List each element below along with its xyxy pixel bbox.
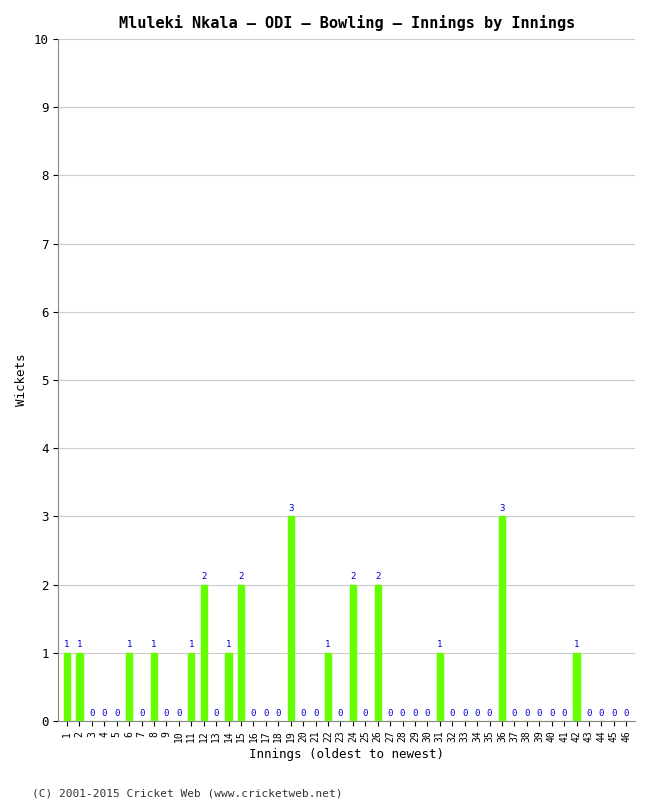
Text: 0: 0 bbox=[536, 710, 542, 718]
Text: 3: 3 bbox=[499, 504, 504, 513]
Text: 0: 0 bbox=[400, 710, 405, 718]
Title: Mluleki Nkala – ODI – Bowling – Innings by Innings: Mluleki Nkala – ODI – Bowling – Innings … bbox=[118, 15, 575, 31]
Text: 1: 1 bbox=[188, 640, 194, 650]
Text: (C) 2001-2015 Cricket Web (www.cricketweb.net): (C) 2001-2015 Cricket Web (www.cricketwe… bbox=[32, 788, 343, 798]
Bar bbox=[201, 585, 207, 721]
Text: 2: 2 bbox=[350, 572, 356, 581]
Text: 0: 0 bbox=[474, 710, 480, 718]
Text: 0: 0 bbox=[338, 710, 343, 718]
Text: 1: 1 bbox=[325, 640, 331, 650]
Text: 0: 0 bbox=[114, 710, 120, 718]
Bar bbox=[573, 653, 580, 721]
Text: 0: 0 bbox=[450, 710, 455, 718]
Text: 0: 0 bbox=[300, 710, 306, 718]
Bar bbox=[238, 585, 244, 721]
Text: 0: 0 bbox=[89, 710, 95, 718]
Text: 0: 0 bbox=[101, 710, 107, 718]
Text: 2: 2 bbox=[201, 572, 207, 581]
Text: 0: 0 bbox=[313, 710, 318, 718]
Text: 0: 0 bbox=[623, 710, 629, 718]
Text: 0: 0 bbox=[462, 710, 467, 718]
Text: 0: 0 bbox=[586, 710, 592, 718]
Text: 0: 0 bbox=[387, 710, 393, 718]
Text: 0: 0 bbox=[276, 710, 281, 718]
Text: 3: 3 bbox=[288, 504, 293, 513]
Text: 0: 0 bbox=[549, 710, 554, 718]
Bar bbox=[151, 653, 157, 721]
Text: 1: 1 bbox=[64, 640, 70, 650]
Text: 2: 2 bbox=[239, 572, 244, 581]
Text: 1: 1 bbox=[574, 640, 579, 650]
Text: 0: 0 bbox=[512, 710, 517, 718]
Text: 1: 1 bbox=[127, 640, 132, 650]
Text: 0: 0 bbox=[599, 710, 604, 718]
Text: 1: 1 bbox=[77, 640, 82, 650]
Text: 0: 0 bbox=[487, 710, 492, 718]
Text: 1: 1 bbox=[151, 640, 157, 650]
Text: 0: 0 bbox=[611, 710, 616, 718]
Bar bbox=[499, 517, 505, 721]
Text: 0: 0 bbox=[412, 710, 418, 718]
Text: 0: 0 bbox=[524, 710, 530, 718]
Bar bbox=[325, 653, 331, 721]
Text: 0: 0 bbox=[562, 710, 567, 718]
Text: 0: 0 bbox=[251, 710, 256, 718]
Bar bbox=[374, 585, 381, 721]
Bar bbox=[188, 653, 194, 721]
Bar bbox=[350, 585, 356, 721]
Text: 1: 1 bbox=[226, 640, 231, 650]
Text: 0: 0 bbox=[139, 710, 144, 718]
Text: 0: 0 bbox=[424, 710, 430, 718]
Text: 2: 2 bbox=[375, 572, 380, 581]
Bar bbox=[437, 653, 443, 721]
Text: 0: 0 bbox=[213, 710, 219, 718]
Bar bbox=[64, 653, 70, 721]
Bar bbox=[126, 653, 133, 721]
Text: 0: 0 bbox=[263, 710, 268, 718]
Text: 0: 0 bbox=[176, 710, 181, 718]
Bar bbox=[76, 653, 83, 721]
Text: 0: 0 bbox=[164, 710, 169, 718]
Text: 1: 1 bbox=[437, 640, 443, 650]
Text: 0: 0 bbox=[363, 710, 368, 718]
Y-axis label: Wickets: Wickets bbox=[15, 354, 28, 406]
Bar bbox=[226, 653, 231, 721]
X-axis label: Innings (oldest to newest): Innings (oldest to newest) bbox=[249, 748, 444, 761]
Bar bbox=[287, 517, 294, 721]
